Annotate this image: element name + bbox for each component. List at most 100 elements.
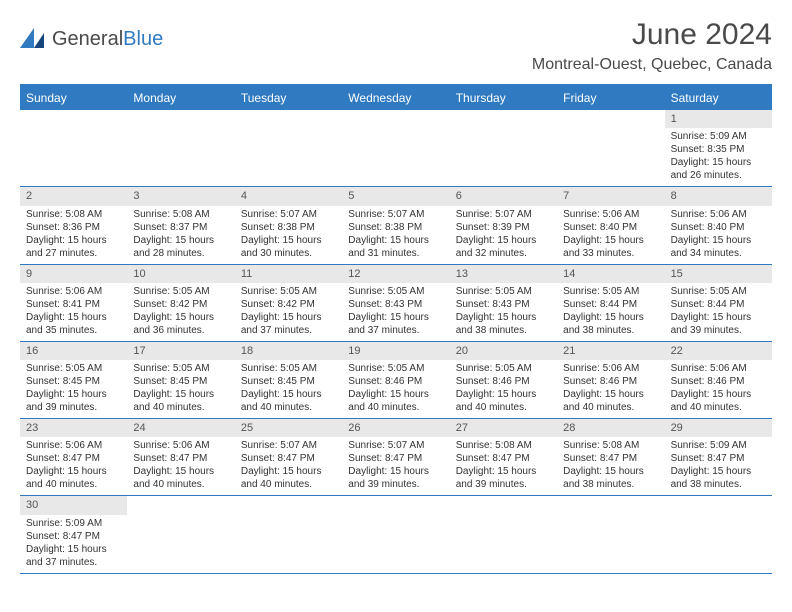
sunrise-text: Sunrise: 5:05 AM [456,285,551,298]
weekday-header: Wednesday [342,86,449,110]
day-cell: 13Sunrise: 5:05 AMSunset: 8:43 PMDayligh… [450,265,557,341]
daylight-text: Daylight: 15 hours and 38 minutes. [563,465,658,491]
sunrise-text: Sunrise: 5:08 AM [456,439,551,452]
sunset-text: Sunset: 8:38 PM [348,221,443,234]
day-cell [557,110,664,186]
sunrise-text: Sunrise: 5:05 AM [133,285,228,298]
sunrise-text: Sunrise: 5:06 AM [133,439,228,452]
day-cell: 30Sunrise: 5:09 AMSunset: 8:47 PMDayligh… [20,496,127,572]
day-number: 6 [450,187,557,205]
day-cell: 4Sunrise: 5:07 AMSunset: 8:38 PMDaylight… [235,187,342,263]
week-row: 1Sunrise: 5:09 AMSunset: 8:35 PMDaylight… [20,110,772,187]
sunset-text: Sunset: 8:42 PM [241,298,336,311]
day-body: Sunrise: 5:08 AMSunset: 8:47 PMDaylight:… [557,437,664,495]
sunset-text: Sunset: 8:47 PM [26,530,121,543]
sunset-text: Sunset: 8:42 PM [133,298,228,311]
sunset-text: Sunset: 8:43 PM [348,298,443,311]
day-cell: 12Sunrise: 5:05 AMSunset: 8:43 PMDayligh… [342,265,449,341]
day-number: 10 [127,265,234,283]
day-cell [127,110,234,186]
sunset-text: Sunset: 8:47 PM [456,452,551,465]
day-body: Sunrise: 5:06 AMSunset: 8:46 PMDaylight:… [557,360,664,418]
sunrise-text: Sunrise: 5:05 AM [241,285,336,298]
daylight-text: Daylight: 15 hours and 39 minutes. [348,465,443,491]
day-body: Sunrise: 5:05 AMSunset: 8:42 PMDaylight:… [235,283,342,341]
day-body: Sunrise: 5:05 AMSunset: 8:43 PMDaylight:… [450,283,557,341]
day-number: 18 [235,342,342,360]
day-cell [450,110,557,186]
sunrise-text: Sunrise: 5:06 AM [26,285,121,298]
weekday-header: Thursday [450,86,557,110]
day-cell: 20Sunrise: 5:05 AMSunset: 8:46 PMDayligh… [450,342,557,418]
sunrise-text: Sunrise: 5:08 AM [563,439,658,452]
day-cell: 15Sunrise: 5:05 AMSunset: 8:44 PMDayligh… [665,265,772,341]
sunset-text: Sunset: 8:43 PM [456,298,551,311]
logo-text: GeneralBlue [52,28,163,51]
logo-text-2: Blue [123,28,163,50]
daylight-text: Daylight: 15 hours and 26 minutes. [671,156,766,182]
day-body: Sunrise: 5:05 AMSunset: 8:46 PMDaylight:… [342,360,449,418]
week-row: 16Sunrise: 5:05 AMSunset: 8:45 PMDayligh… [20,342,772,419]
day-number: 2 [20,187,127,205]
day-cell [665,496,772,572]
sunset-text: Sunset: 8:47 PM [671,452,766,465]
day-body: Sunrise: 5:09 AMSunset: 8:47 PMDaylight:… [20,515,127,573]
day-body: Sunrise: 5:05 AMSunset: 8:46 PMDaylight:… [450,360,557,418]
daylight-text: Daylight: 15 hours and 40 minutes. [671,388,766,414]
week-row: 23Sunrise: 5:06 AMSunset: 8:47 PMDayligh… [20,419,772,496]
day-cell: 9Sunrise: 5:06 AMSunset: 8:41 PMDaylight… [20,265,127,341]
day-cell: 16Sunrise: 5:05 AMSunset: 8:45 PMDayligh… [20,342,127,418]
sunset-text: Sunset: 8:40 PM [671,221,766,234]
day-cell [235,496,342,572]
day-body: Sunrise: 5:07 AMSunset: 8:38 PMDaylight:… [342,206,449,264]
daylight-text: Daylight: 15 hours and 40 minutes. [563,388,658,414]
day-body: Sunrise: 5:06 AMSunset: 8:46 PMDaylight:… [665,360,772,418]
day-body: Sunrise: 5:07 AMSunset: 8:47 PMDaylight:… [235,437,342,495]
sunset-text: Sunset: 8:41 PM [26,298,121,311]
location: Montreal-Ouest, Quebec, Canada [532,56,772,74]
daylight-text: Daylight: 15 hours and 32 minutes. [456,234,551,260]
sunset-text: Sunset: 8:47 PM [26,452,121,465]
sunrise-text: Sunrise: 5:09 AM [671,439,766,452]
sunset-text: Sunset: 8:46 PM [348,375,443,388]
sunset-text: Sunset: 8:38 PM [241,221,336,234]
sunrise-text: Sunrise: 5:08 AM [133,208,228,221]
day-cell: 29Sunrise: 5:09 AMSunset: 8:47 PMDayligh… [665,419,772,495]
daylight-text: Daylight: 15 hours and 30 minutes. [241,234,336,260]
sunrise-text: Sunrise: 5:07 AM [241,439,336,452]
daylight-text: Daylight: 15 hours and 38 minutes. [671,465,766,491]
day-body: Sunrise: 5:05 AMSunset: 8:43 PMDaylight:… [342,283,449,341]
day-cell: 19Sunrise: 5:05 AMSunset: 8:46 PMDayligh… [342,342,449,418]
day-body: Sunrise: 5:06 AMSunset: 8:40 PMDaylight:… [665,206,772,264]
day-body: Sunrise: 5:06 AMSunset: 8:47 PMDaylight:… [20,437,127,495]
sunset-text: Sunset: 8:39 PM [456,221,551,234]
day-cell: 1Sunrise: 5:09 AMSunset: 8:35 PMDaylight… [665,110,772,186]
sunset-text: Sunset: 8:35 PM [671,143,766,156]
day-body: Sunrise: 5:07 AMSunset: 8:47 PMDaylight:… [342,437,449,495]
day-cell: 5Sunrise: 5:07 AMSunset: 8:38 PMDaylight… [342,187,449,263]
header: GeneralBlue June 2024 Montreal-Ouest, Qu… [20,18,772,74]
sunset-text: Sunset: 8:36 PM [26,221,121,234]
sunrise-text: Sunrise: 5:05 AM [26,362,121,375]
daylight-text: Daylight: 15 hours and 40 minutes. [241,465,336,491]
sunset-text: Sunset: 8:46 PM [671,375,766,388]
sunrise-text: Sunrise: 5:07 AM [456,208,551,221]
daylight-text: Daylight: 15 hours and 34 minutes. [671,234,766,260]
day-number: 22 [665,342,772,360]
day-body: Sunrise: 5:06 AMSunset: 8:47 PMDaylight:… [127,437,234,495]
day-number: 12 [342,265,449,283]
day-body: Sunrise: 5:05 AMSunset: 8:42 PMDaylight:… [127,283,234,341]
weekday-header: Saturday [665,86,772,110]
day-number: 24 [127,419,234,437]
title-block: June 2024 Montreal-Ouest, Quebec, Canada [532,18,772,74]
sunrise-text: Sunrise: 5:07 AM [348,439,443,452]
day-cell: 21Sunrise: 5:06 AMSunset: 8:46 PMDayligh… [557,342,664,418]
day-cell: 17Sunrise: 5:05 AMSunset: 8:45 PMDayligh… [127,342,234,418]
day-cell [235,110,342,186]
sunset-text: Sunset: 8:47 PM [133,452,228,465]
day-number: 3 [127,187,234,205]
day-number: 23 [20,419,127,437]
day-cell: 24Sunrise: 5:06 AMSunset: 8:47 PMDayligh… [127,419,234,495]
day-cell: 3Sunrise: 5:08 AMSunset: 8:37 PMDaylight… [127,187,234,263]
day-number: 28 [557,419,664,437]
